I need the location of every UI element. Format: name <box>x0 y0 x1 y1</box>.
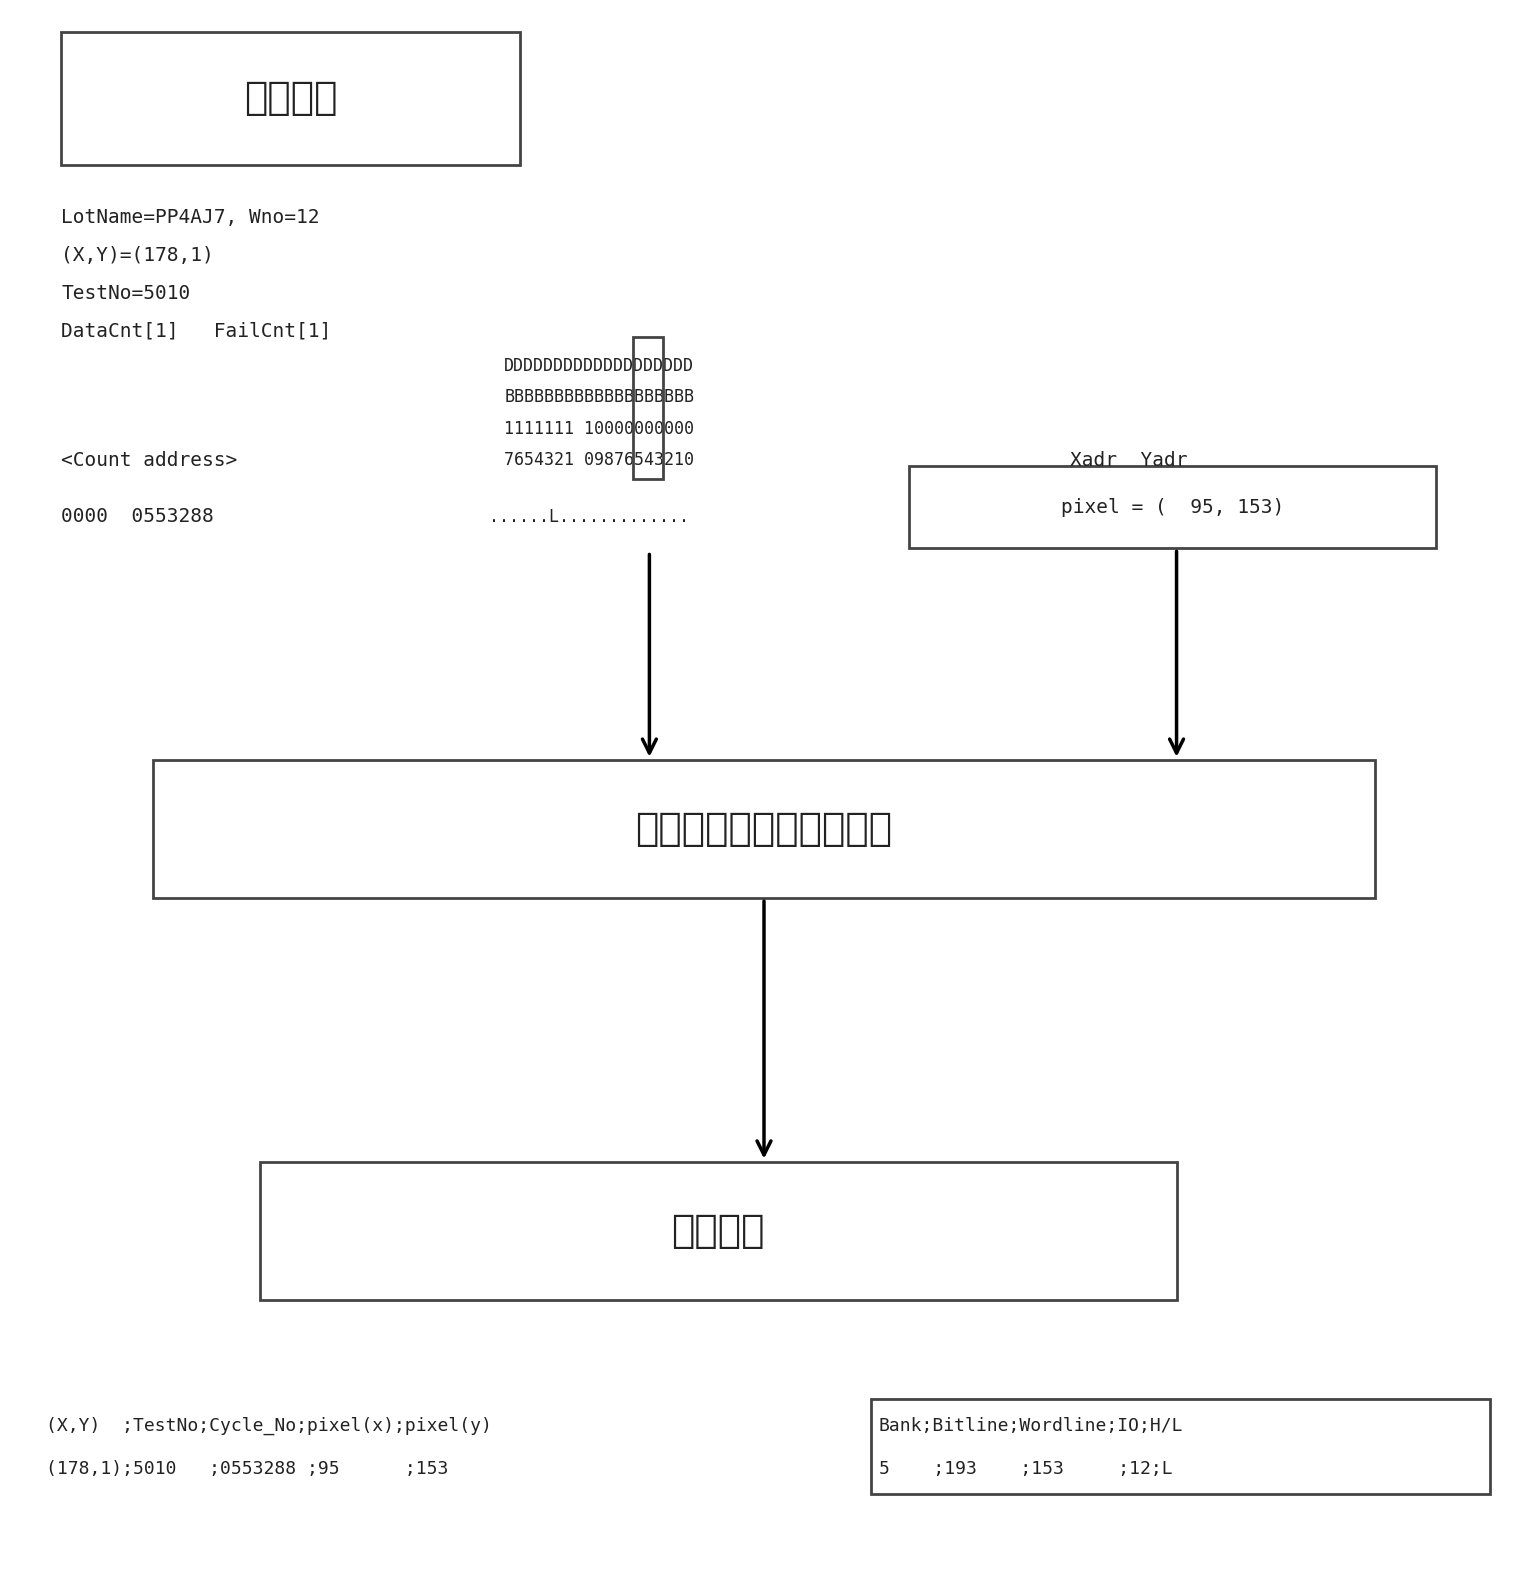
Bar <box>260 1162 1177 1300</box>
Text: TestNo=5010: TestNo=5010 <box>61 284 191 303</box>
Bar <box>909 466 1436 548</box>
Text: Bank;Bitline;Wordline;IO;H/L: Bank;Bitline;Wordline;IO;H/L <box>879 1417 1183 1436</box>
Text: DDDDDDDDDDDDDDDDDDD: DDDDDDDDDDDDDDDDDDD <box>504 356 694 375</box>
Text: 5    ;193    ;153     ;12;L: 5 ;193 ;153 ;12;L <box>879 1459 1172 1478</box>
Text: (178,1);5010   ;0553288 ;95      ;153: (178,1);5010 ;0553288 ;95 ;153 <box>46 1459 448 1478</box>
Bar <box>153 760 1375 898</box>
Text: DataCnt[1]   FailCnt[1]: DataCnt[1] FailCnt[1] <box>61 322 332 340</box>
Text: Xadr  Yadr: Xadr Yadr <box>1070 451 1187 470</box>
Text: (X,Y)  ;TestNo;Cycle_No;pixel(x);pixel(y): (X,Y) ;TestNo;Cycle_No;pixel(x);pixel(y) <box>46 1417 492 1436</box>
Text: 位图数据: 位图数据 <box>671 1212 766 1250</box>
Text: LotName=PP4AJ7, Wno=12: LotName=PP4AJ7, Wno=12 <box>61 208 319 227</box>
Text: 1111111 10000000000: 1111111 10000000000 <box>504 419 694 438</box>
Bar <box>871 1399 1490 1494</box>
Text: BBBBBBBBBBBBBBBBBBB: BBBBBBBBBBBBBBBBBBB <box>504 388 694 407</box>
Text: 0000  0553288: 0000 0553288 <box>61 507 214 526</box>
Text: 存储器物理地址转换公式: 存储器物理地址转换公式 <box>636 810 892 848</box>
Text: 故障记录: 故障记录 <box>243 79 338 118</box>
Bar <box>61 32 520 165</box>
Text: pixel = (  95, 153): pixel = ( 95, 153) <box>1060 498 1285 517</box>
Text: 7654321 09876543210: 7654321 09876543210 <box>504 451 694 470</box>
Text: ......L.............: ......L............. <box>489 507 689 526</box>
Text: <Count address>: <Count address> <box>61 451 237 470</box>
Bar <box>633 337 663 479</box>
Text: (X,Y)=(178,1): (X,Y)=(178,1) <box>61 246 214 265</box>
